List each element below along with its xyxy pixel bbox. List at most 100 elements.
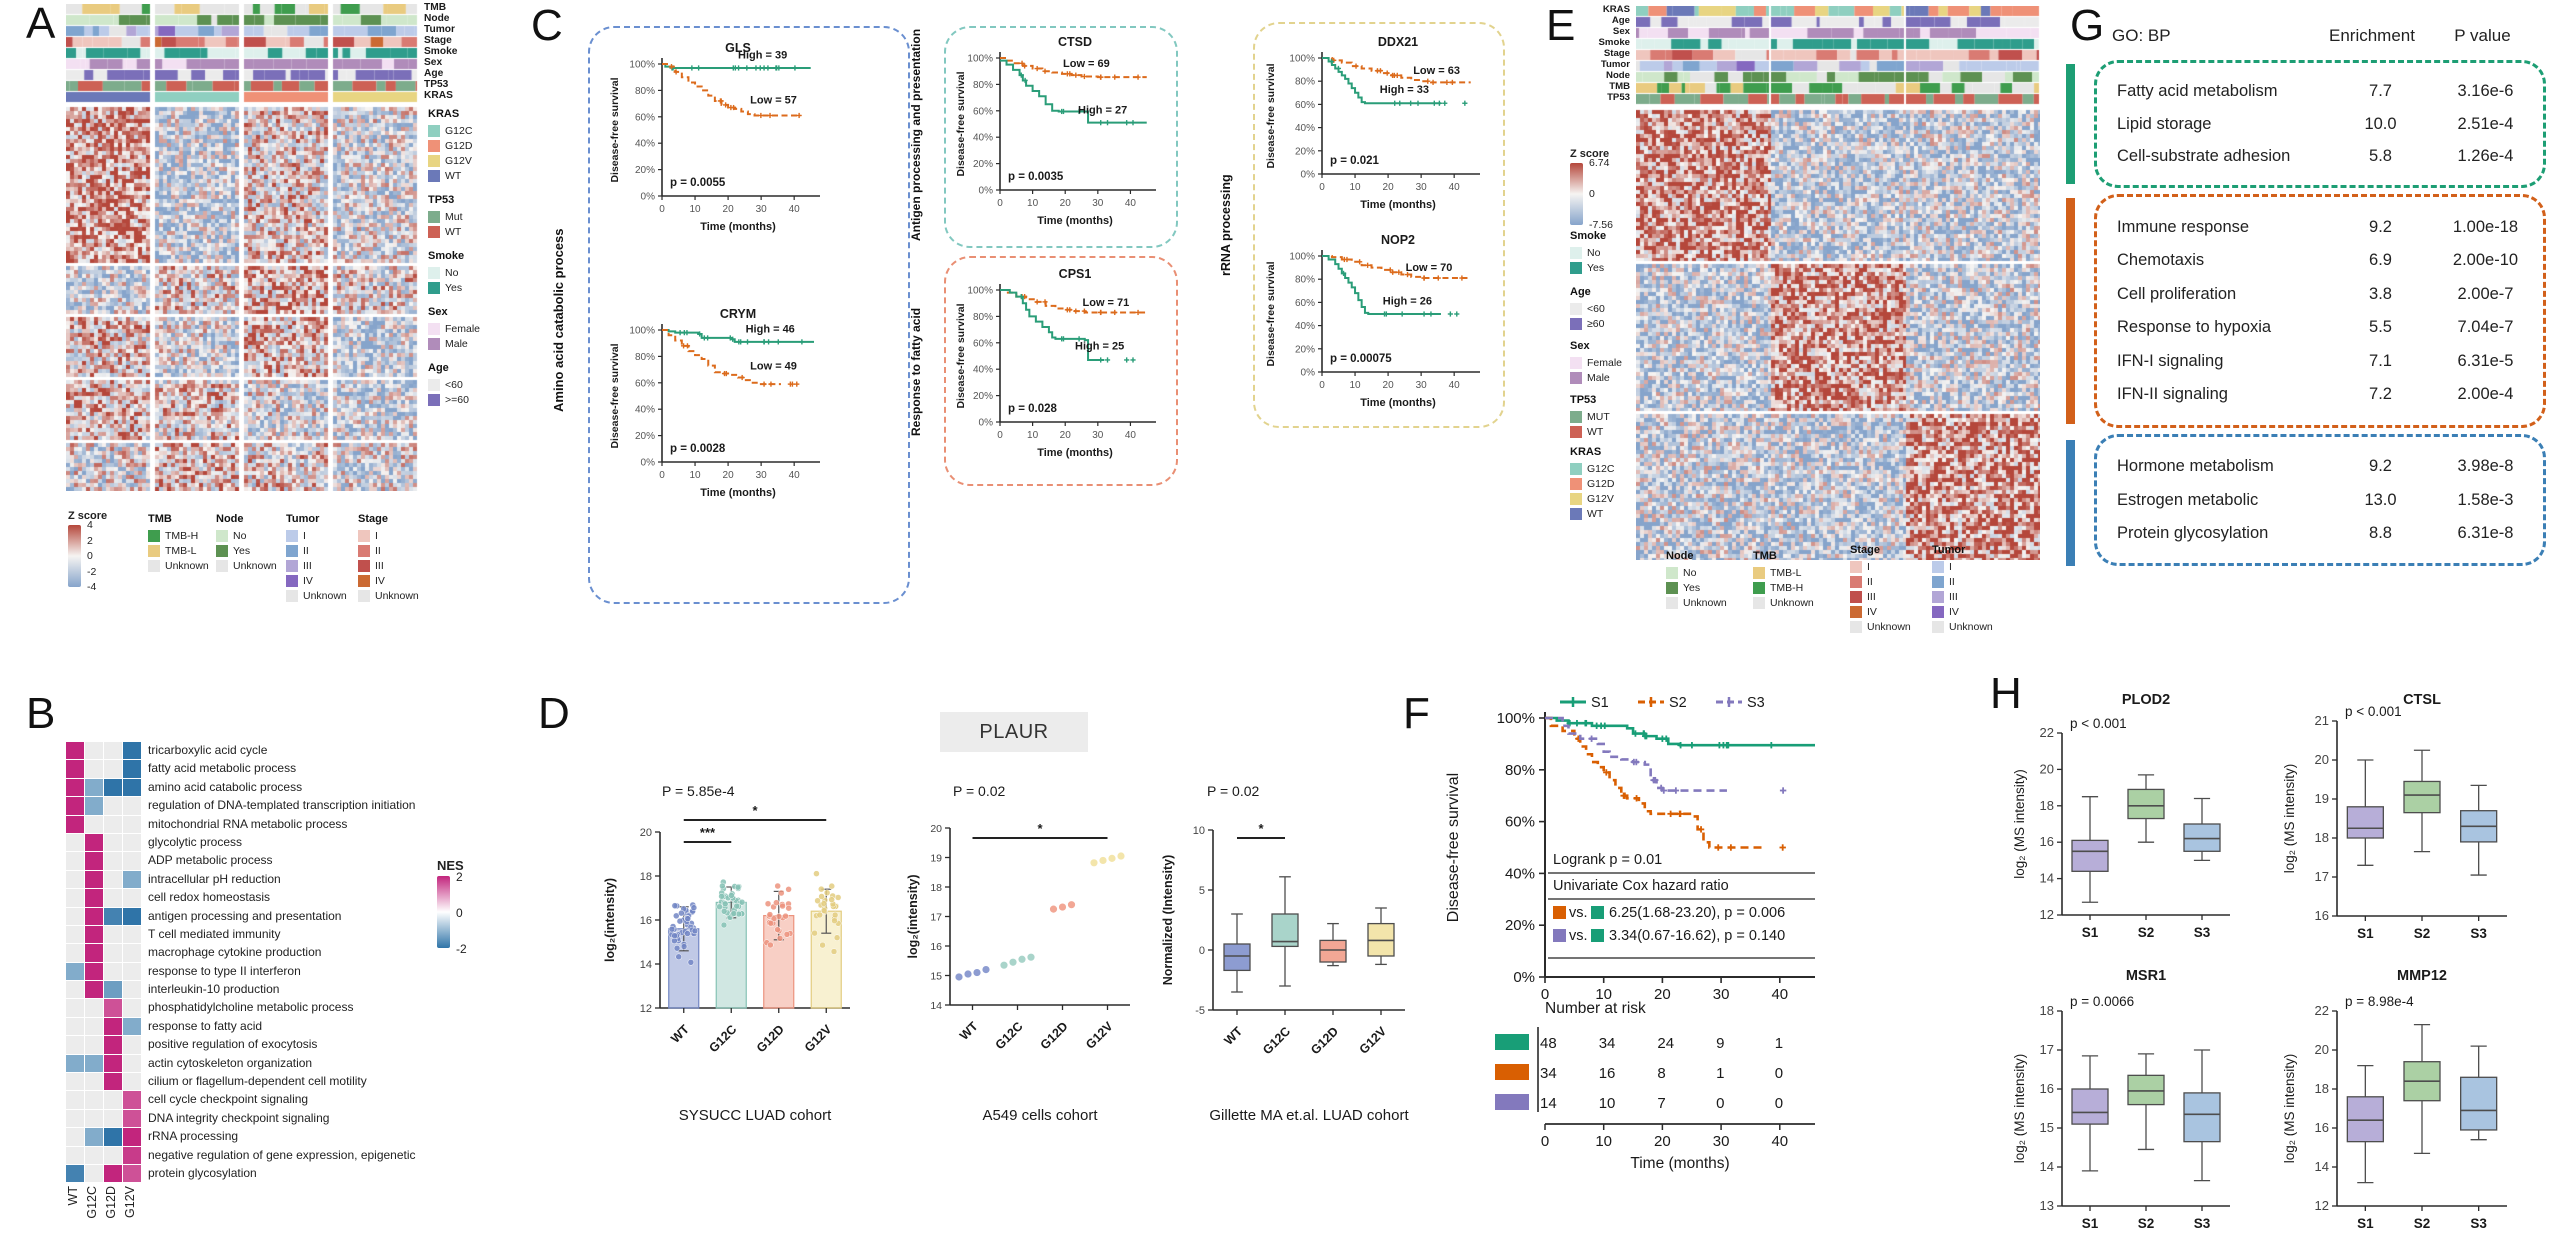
svg-text:100%: 100%: [629, 60, 655, 71]
legend-swatch: [1666, 596, 1678, 609]
svg-text:13: 13: [2040, 1198, 2054, 1213]
svg-text:40%: 40%: [1505, 865, 1535, 882]
legend-title: Tumor: [1932, 544, 1966, 556]
legend-swatch: [1932, 575, 1944, 588]
svg-text:Time (months): Time (months): [700, 487, 776, 499]
svg-text:60%: 60%: [635, 378, 655, 389]
scatter-point: [1107, 853, 1117, 863]
nes-col-label: G12D: [104, 1186, 118, 1219]
legend-swatch: [1850, 605, 1862, 618]
box: [2183, 1092, 2221, 1143]
svg-text:10: 10: [1599, 1095, 1616, 1112]
svg-text:60%: 60%: [1295, 100, 1315, 111]
track-label: Smoke: [1598, 37, 1630, 48]
chart-svg-d1: P = 5.85e-41214161820log₂(intensity)****…: [603, 783, 850, 1124]
scatter-point: [1116, 851, 1126, 861]
legend-item: Unknown: [148, 558, 209, 573]
legend-tmb-e: TMB TMB-L TMB-H Unknown: [1753, 550, 1814, 610]
track-label: Tumor: [1600, 59, 1630, 70]
svg-text:High = 26: High = 26: [1383, 296, 1432, 308]
chart-svg-gls: GLS 0% 20% 40% 60% 80% 100% 0 10 20 30 40 Time (mont…: [609, 41, 820, 233]
scatter-point: [1008, 957, 1018, 967]
km-plot-subtypes: S1 S2 S3 0% 20% 40% 60% 80% 100% 0 10 20 30 40 Disease…: [1428, 692, 1830, 1187]
legend-swatch: [428, 378, 440, 391]
legend-swatch: [428, 337, 440, 350]
scatter-point: [1058, 902, 1067, 912]
legend-swatch: [1570, 410, 1582, 423]
svg-text:Low = 69: Low = 69: [1063, 58, 1110, 70]
legend-item: III: [358, 558, 419, 573]
km-plot-crym: CRYM 0% 20% 40% 60% 80% 100% 0 10 20 30 40 Time (mon…: [604, 300, 856, 521]
box: [2127, 1074, 2165, 1106]
svg-text:17: 17: [2040, 1042, 2054, 1057]
heatmap-a-track-labels: TMB Node Tumor Stage Smoke Sex Age TP53 KRAS: [424, 2, 484, 102]
go-term-row: Response to hypoxia 5.5 7.04e-7: [2117, 318, 2514, 337]
svg-text:Low = 63: Low = 63: [1413, 65, 1460, 77]
panel-e-label: E: [1546, 1, 1576, 50]
legend-swatch: [286, 574, 298, 587]
legend-title: TMB: [1753, 550, 1777, 562]
scatter-point: [1089, 858, 1099, 868]
legend-item: Unknown: [1850, 619, 1911, 634]
svg-text:100%: 100%: [1289, 252, 1315, 263]
svg-text:18: 18: [2315, 1081, 2329, 1096]
legend-node-e: Node No Yes Unknown: [1666, 550, 1727, 610]
svg-text:15: 15: [930, 971, 942, 983]
svg-text:S2: S2: [2414, 926, 2431, 941]
svg-text:S1: S1: [2357, 926, 2374, 941]
clinical-heatmap-a: [66, 4, 418, 491]
legend-item: G12V: [1570, 491, 1614, 506]
nes-col-label: G12V: [123, 1186, 137, 1218]
go-group-bar: [2066, 64, 2075, 184]
svg-text:100%: 100%: [967, 54, 993, 65]
svg-text:Low = 49: Low = 49: [750, 361, 797, 373]
svg-text:100%: 100%: [1289, 54, 1315, 65]
svg-text:Disease-free survival: Disease-free survival: [609, 343, 621, 448]
legend-swatch: [358, 529, 370, 542]
scatter-point: [1067, 900, 1076, 910]
svg-text:10: 10: [1349, 182, 1361, 193]
legend-item: Female: [1570, 355, 1622, 370]
legend-swatch: [428, 169, 440, 182]
svg-text:30: 30: [1092, 430, 1104, 441]
svg-text:p = 0.021: p = 0.021: [1330, 155, 1380, 167]
legend-swatch: [358, 559, 370, 572]
colorbar: [1570, 163, 1583, 225]
km-curve-Low = 57: [662, 63, 801, 117]
svg-text:-5: -5: [1195, 1005, 1205, 1017]
legend-swatch: [286, 529, 298, 542]
svg-text:40%: 40%: [973, 365, 993, 376]
svg-text:Disease-free survival: Disease-free survival: [955, 71, 967, 176]
legend-title: Stage: [1850, 544, 1880, 556]
svg-text:10: 10: [1027, 198, 1039, 209]
legend-item: III: [1932, 589, 1993, 604]
svg-text:18: 18: [930, 882, 942, 894]
legend-title: Smoke: [1570, 230, 1607, 242]
nes-column-labels: WT G12C G12D G12V: [66, 1186, 156, 1236]
svg-text:G12D: G12D: [1308, 1024, 1341, 1057]
track-label: Stage: [1603, 48, 1630, 59]
nes-row: actin cytoskeleton organization: [66, 1054, 416, 1073]
svg-text:Low = 71: Low = 71: [1083, 297, 1130, 309]
svg-text:30: 30: [1092, 198, 1104, 209]
legend-title: Node: [216, 513, 244, 525]
box: [2127, 788, 2165, 820]
svg-text:48: 48: [1540, 1035, 1557, 1052]
svg-text:p = 0.00075: p = 0.00075: [1330, 353, 1392, 365]
legend-swatch: [358, 544, 370, 557]
nes-row: cell cycle checkpoint signaling: [66, 1091, 416, 1109]
svg-text:Time (months): Time (months): [1037, 215, 1113, 227]
chart-svg-crym: CRYM 0% 20% 40% 60% 80% 100% 0 10 20 30 40 Time (mon…: [609, 307, 820, 499]
go-group-box: Immune response 9.2 1.00e-18 Chemotaxis 6.9 2…: [2094, 194, 2546, 428]
svg-text:Low = 57: Low = 57: [750, 95, 797, 107]
svg-text:0: 0: [1319, 182, 1325, 193]
nes-col-label: WT: [66, 1186, 80, 1206]
svg-text:CTSD: CTSD: [1058, 35, 1092, 49]
legend-item: Male: [1570, 370, 1622, 385]
svg-text:Time (months): Time (months): [1360, 397, 1436, 409]
svg-text:Gillette MA et.al. LUAD cohort: Gillette MA et.al. LUAD cohort: [1209, 1107, 1409, 1124]
legend-age-a: Age <60 >=60: [428, 362, 469, 407]
svg-text:20%: 20%: [635, 431, 655, 442]
legend-item: No: [1570, 245, 1606, 260]
scatter-point: [1017, 954, 1027, 964]
